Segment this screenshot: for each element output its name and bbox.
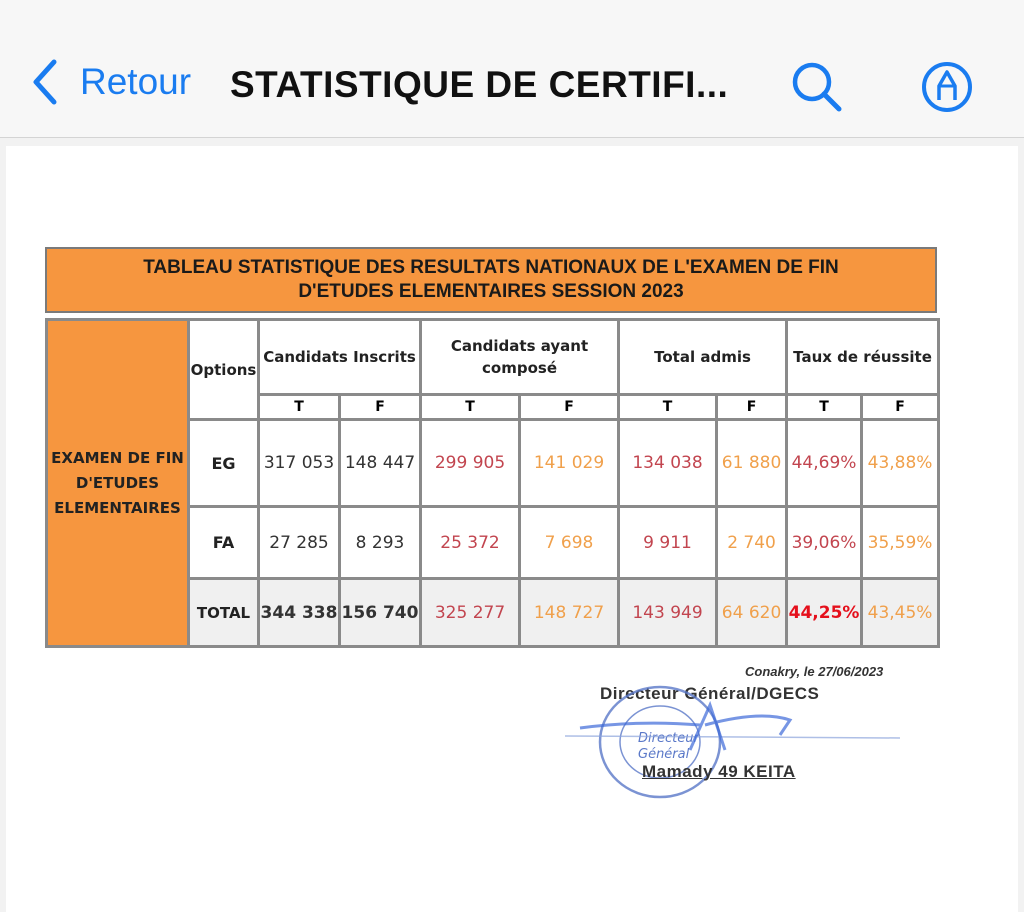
subheader-t: T xyxy=(617,393,719,421)
chevron-left-icon xyxy=(33,59,57,105)
official-stamp: Directeur Général xyxy=(564,685,901,799)
svg-text:Général: Général xyxy=(638,747,690,762)
back-label: Retour xyxy=(80,61,192,102)
cell: 25 372 xyxy=(419,505,521,580)
back-button[interactable]: Retour xyxy=(30,58,191,106)
place-date: Conakry, le 27/06/2023 xyxy=(745,664,884,679)
markup-pen-icon xyxy=(922,62,972,112)
cell: 9 911 xyxy=(617,505,719,580)
table-title: TABLEAU STATISTIQUE DES RESULTATS NATION… xyxy=(45,247,937,313)
row-group-label: EXAMEN DE FIN D'ETUDES ELEMENTAIRES xyxy=(45,318,190,648)
subheader-f: F xyxy=(715,393,789,421)
cell: 2 740 xyxy=(715,505,789,580)
title-line-2: D'ETUDES ELEMENTAIRES SESSION 2023 xyxy=(298,281,684,302)
table-row: EG 317 053 148 447 299 905 141 029 134 0… xyxy=(47,418,941,508)
cell: 44,69% xyxy=(785,418,864,508)
header-inscrits: Candidats Inscrits xyxy=(257,318,422,396)
cell: 7 698 xyxy=(517,505,621,580)
svg-text:Directeur: Directeur xyxy=(638,731,700,746)
header-composes: Candidats ayant composé xyxy=(418,318,621,396)
header-admis: Total admis xyxy=(617,318,789,396)
header-taux: Taux de réussite xyxy=(785,318,941,396)
cell: 148 447 xyxy=(338,418,422,508)
cell: 148 727 xyxy=(517,577,621,648)
table-row: FA 27 285 8 293 25 372 7 698 9 911 2 740… xyxy=(47,505,941,580)
cell: 35,59% xyxy=(860,505,941,580)
markup-button[interactable] xyxy=(920,60,974,119)
cell: 141 029 xyxy=(517,418,621,508)
search-icon xyxy=(792,62,842,112)
option-cell: TOTAL xyxy=(187,577,260,648)
option-cell: EG xyxy=(187,418,260,508)
subheader-t: T xyxy=(419,393,521,421)
cell: 344 338 xyxy=(257,577,341,648)
table-row-total: TOTAL 344 338 156 740 325 277 148 727 14… xyxy=(47,577,941,648)
subheader-t: T xyxy=(785,393,864,421)
search-button[interactable] xyxy=(790,60,844,119)
subheader-f: F xyxy=(860,393,941,421)
cell: 317 053 xyxy=(257,418,341,508)
results-table: EXAMEN DE FIN D'ETUDES ELEMENTAIRES Opti… xyxy=(45,318,941,648)
cell: 27 285 xyxy=(257,505,341,580)
cell: 299 905 xyxy=(419,418,521,508)
navigation-bar: Retour STATISTIQUE DE CERTIFI... xyxy=(0,0,1024,138)
subheader-f: F xyxy=(517,393,621,421)
cell: 39,06% xyxy=(785,505,864,580)
cell: 43,45% xyxy=(860,577,941,648)
cell: 43,88% xyxy=(860,418,941,508)
cell: 8 293 xyxy=(338,505,422,580)
title-line-1: TABLEAU STATISTIQUE DES RESULTATS NATION… xyxy=(143,257,839,278)
cell: 134 038 xyxy=(617,418,719,508)
document-title: STATISTIQUE DE CERTIFI... xyxy=(230,64,729,105)
signatory-title: Directeur Général/DGECS xyxy=(600,684,820,703)
cell: 325 277 xyxy=(419,577,521,648)
option-cell: FA xyxy=(187,505,260,580)
header-options: Options xyxy=(187,318,260,421)
subheader-t: T xyxy=(257,393,341,421)
signatory-name: Mamady 49 KEITA xyxy=(642,762,796,781)
cell: 44,25% xyxy=(785,577,864,648)
cell: 143 949 xyxy=(617,577,719,648)
cell: 156 740 xyxy=(338,577,422,648)
subheader-f: F xyxy=(338,393,422,421)
cell: 61 880 xyxy=(715,418,789,508)
cell: 64 620 xyxy=(715,577,789,648)
